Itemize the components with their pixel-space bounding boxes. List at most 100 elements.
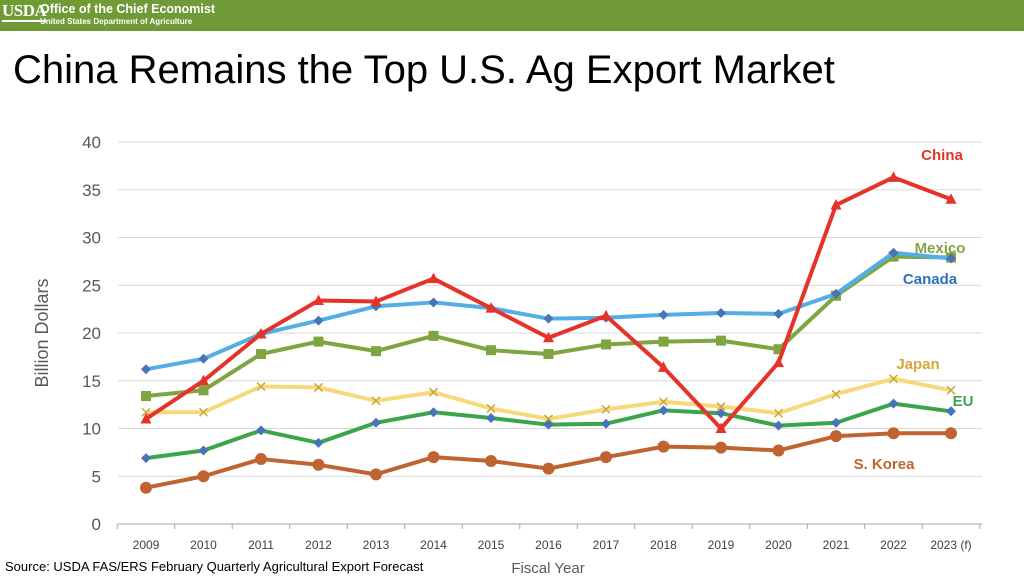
x-tick-label: 2020 — [765, 538, 792, 552]
data-point-mexico — [428, 330, 439, 341]
data-point-s-korea — [772, 444, 785, 457]
page-title: China Remains the Top U.S. Ag Export Mar… — [13, 48, 835, 92]
x-axis-label: Fiscal Year — [511, 560, 584, 577]
usda-logo: USDA — [2, 1, 47, 22]
y-tick-label: 10 — [82, 420, 101, 439]
x-tick-label: 2016 — [535, 538, 562, 552]
data-point-china — [945, 193, 957, 204]
data-point-japan — [831, 389, 841, 399]
data-point-s-korea — [657, 440, 670, 453]
x-tick-label: 2012 — [305, 538, 332, 552]
x-tick-label: 2021 — [823, 538, 850, 552]
data-point-eu — [486, 412, 496, 423]
data-point-canada — [141, 364, 151, 375]
y-tick-label: 5 — [92, 467, 101, 486]
data-point-japan — [198, 407, 209, 417]
data-point-canada — [198, 353, 209, 364]
data-point-eu — [831, 417, 841, 428]
data-point-japan — [543, 414, 554, 424]
y-tick-label: 0 — [92, 515, 101, 534]
x-tick-label: 2018 — [650, 538, 677, 552]
data-point-canada — [773, 308, 784, 319]
x-tick-label: 2009 — [133, 538, 160, 552]
data-point-japan — [773, 408, 784, 418]
data-point-s-korea — [140, 481, 152, 494]
data-point-mexico — [601, 339, 611, 350]
y-tick-label: 20 — [82, 324, 101, 343]
series-label-s-korea: S. Korea — [854, 456, 916, 473]
data-point-canada — [888, 247, 899, 258]
data-point-s-korea — [255, 453, 267, 466]
data-point-s-korea — [830, 430, 842, 443]
data-point-eu — [658, 405, 669, 416]
data-point-mexico — [141, 391, 151, 402]
data-point-japan — [486, 403, 496, 413]
data-point-canada — [428, 297, 439, 308]
x-tick-label: 2013 — [363, 538, 390, 552]
data-point-mexico — [543, 349, 554, 360]
data-point-eu — [946, 406, 956, 417]
data-point-eu — [256, 425, 266, 436]
y-tick-label: 25 — [82, 276, 101, 295]
series-label-canada: Canada — [903, 271, 958, 288]
y-axis-label: Billion Dollars — [32, 278, 52, 387]
x-tick-label: 2010 — [190, 538, 217, 552]
data-point-s-korea — [370, 468, 382, 481]
data-point-s-korea — [485, 454, 497, 467]
data-point-s-korea — [427, 451, 440, 464]
data-point-china — [428, 272, 439, 284]
data-point-japan — [888, 374, 899, 384]
data-point-china — [773, 356, 784, 368]
data-point-china — [255, 327, 267, 339]
y-tick-label: 30 — [82, 229, 101, 248]
x-tick-label: 2022 — [880, 538, 907, 552]
data-point-canada — [543, 313, 554, 324]
data-point-mexico — [313, 336, 324, 347]
data-point-mexico — [773, 344, 784, 355]
series-label-china: China — [921, 147, 963, 164]
data-point-japan — [658, 397, 669, 407]
data-point-s-korea — [312, 458, 325, 471]
x-tick-label: 2015 — [478, 538, 505, 552]
data-point-china — [485, 302, 497, 313]
data-point-mexico — [486, 345, 496, 356]
data-point-china — [370, 295, 382, 306]
data-point-eu — [543, 419, 554, 430]
y-tick-label: 35 — [82, 181, 101, 200]
data-point-mexico — [198, 385, 209, 396]
data-point-canada — [831, 288, 841, 299]
x-tick-label: 2011 — [248, 538, 274, 552]
data-point-s-korea — [197, 470, 210, 483]
data-point-eu — [773, 420, 784, 431]
data-point-canada — [716, 307, 726, 318]
data-point-eu — [428, 407, 439, 418]
series-label-japan: Japan — [896, 356, 939, 373]
data-point-eu — [716, 408, 726, 419]
series-line-mexico — [145, 254, 952, 399]
data-point-japan — [716, 402, 726, 412]
data-point-canada — [946, 253, 956, 264]
data-point-china — [198, 374, 209, 386]
data-point-eu — [313, 437, 324, 448]
y-tick-label: 40 — [82, 133, 101, 152]
data-point-mexico — [256, 349, 266, 360]
data-point-s-korea — [715, 441, 727, 454]
y-tick-label: 15 — [82, 372, 101, 391]
data-point-eu — [601, 418, 611, 429]
data-point-china — [658, 361, 669, 372]
data-point-china — [830, 199, 842, 210]
data-point-japan — [371, 396, 381, 406]
data-point-s-korea — [945, 427, 957, 440]
data-point-s-korea — [542, 462, 555, 475]
data-point-s-korea — [887, 427, 900, 440]
x-tick-label: 2017 — [593, 538, 620, 552]
data-point-china — [543, 331, 554, 343]
data-point-japan — [601, 404, 611, 414]
department-title: United States Department of Agriculture — [40, 17, 193, 26]
data-point-japan — [946, 385, 956, 395]
x-tick-label: 2014 — [420, 538, 447, 552]
source-note: Source: USDA FAS/ERS February Quarterly … — [5, 559, 424, 574]
data-point-japan — [313, 382, 324, 392]
data-point-china — [313, 294, 324, 306]
